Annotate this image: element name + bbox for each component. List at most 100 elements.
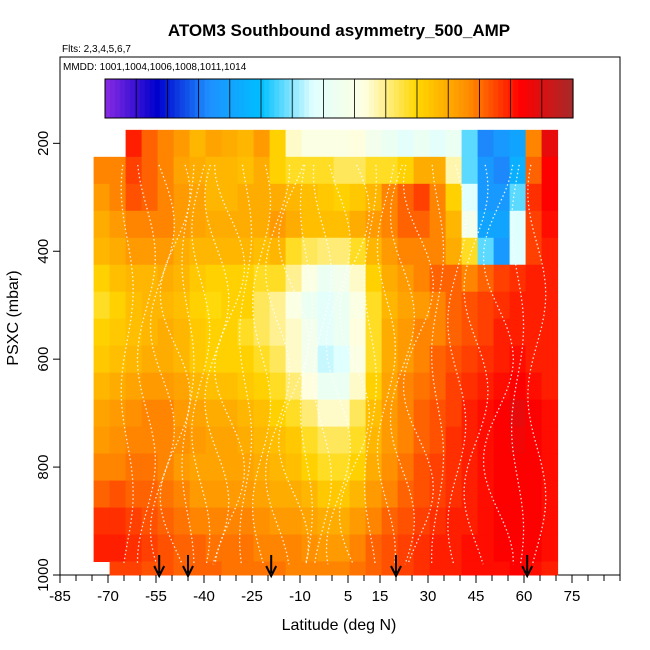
heatmap-cell [141, 129, 159, 158]
heatmap-cell [93, 426, 111, 455]
heatmap-cells [93, 129, 559, 576]
heatmap-cell [509, 345, 527, 374]
flight-profile-trace [363, 164, 378, 565]
heatmap-cell [141, 318, 159, 347]
heatmap-cell [509, 237, 527, 266]
heatmap-cell [285, 534, 303, 563]
y-tick-label: 200 [35, 131, 52, 156]
heatmap-cell [189, 210, 207, 239]
heatmap-cell [541, 210, 559, 239]
heatmap-cell [365, 399, 383, 428]
heatmap-cell [285, 561, 303, 576]
colorbar-swatch [259, 79, 265, 118]
heatmap-cell [509, 561, 527, 576]
heatmap-cell [253, 534, 271, 563]
colorbar-swatch [129, 79, 136, 118]
heatmap-cell [157, 210, 175, 239]
colorbar-swatch [105, 79, 111, 118]
heatmap-cell [541, 426, 559, 455]
heatmap-cell [317, 507, 335, 536]
colorbar-swatch [234, 79, 241, 118]
heatmap-cell [349, 453, 367, 482]
heatmap-cell [429, 291, 447, 320]
x-tick-label: -25 [241, 588, 263, 605]
heatmap-cell [221, 534, 239, 563]
heatmap-cell [141, 561, 159, 576]
heatmap-cell [525, 426, 543, 455]
heatmap-cell [109, 183, 127, 212]
colorbar-swatch [473, 79, 480, 118]
heatmap-cell [173, 291, 191, 320]
heatmap-cell [429, 129, 447, 158]
colorbar-swatch [493, 79, 499, 118]
heatmap-cell [509, 399, 527, 428]
heatmap-cell [429, 264, 447, 293]
heatmap-cell [317, 453, 335, 482]
colorbar-swatch [523, 79, 529, 118]
heatmap-cell [189, 372, 207, 401]
heatmap-cell [285, 453, 303, 482]
flight-profile-trace [213, 164, 246, 565]
heatmap-cell [525, 453, 543, 482]
heatmap-cell [317, 291, 335, 320]
heatmap-cell [541, 318, 559, 347]
colorbar-swatch [189, 79, 196, 118]
heatmap-cell [253, 183, 271, 212]
heatmap-cell [141, 399, 159, 428]
heatmap-cell [189, 534, 207, 563]
x-tick-label: -85 [49, 588, 71, 605]
colorbar-swatch [453, 79, 460, 118]
x-tick-label: -55 [145, 588, 167, 605]
heatmap-cell [477, 264, 495, 293]
colorbar-swatch [224, 79, 231, 118]
heatmap-cell [493, 480, 511, 509]
heatmap-cell [157, 399, 175, 428]
heatmap-cell [205, 237, 223, 266]
heatmap-cell [381, 507, 399, 536]
heatmap-cell [93, 264, 111, 293]
heatmap-cell [509, 264, 527, 293]
heatmap-cell [413, 264, 431, 293]
heatmap-cell [525, 372, 543, 401]
heatmap-cell [333, 345, 351, 374]
heatmap-cell [125, 534, 143, 563]
colorbar-swatch [279, 79, 285, 118]
x-tick-label: -70 [97, 588, 119, 605]
heatmap-cell [397, 534, 415, 563]
heatmap-cell [509, 210, 527, 239]
flight-profile-trace [264, 164, 291, 565]
colorbar-swatch [294, 79, 300, 118]
heatmap-cell [237, 318, 255, 347]
heatmap-cell [317, 399, 335, 428]
heatmap-cell [189, 399, 207, 428]
heatmap-cell [301, 345, 319, 374]
heatmap-cell [109, 426, 127, 455]
colorbar-swatch [284, 79, 290, 118]
colorbar-swatch [408, 79, 415, 118]
profile-marker-arrowhead [521, 565, 534, 579]
heatmap-cell [509, 426, 527, 455]
heatmap-cell [125, 264, 143, 293]
heatmap-cell [525, 318, 543, 347]
heatmap-cell [93, 534, 111, 563]
heatmap-cell [381, 210, 399, 239]
heatmap-cell [445, 561, 463, 576]
heatmap-cell [397, 183, 415, 212]
heatmap-cell [173, 318, 191, 347]
heatmap-cell [189, 237, 207, 266]
heatmap-cell [525, 291, 543, 320]
colorbar-swatch [393, 79, 400, 118]
colorbar-swatch [209, 79, 216, 118]
flight-profile-traces [120, 164, 547, 565]
heatmap-cell [541, 507, 559, 536]
colorbar-swatch [299, 79, 305, 118]
heatmap-cell [461, 264, 479, 293]
heatmap-cell [109, 345, 127, 374]
heatmap-cell [493, 129, 511, 158]
heatmap-cell [109, 507, 127, 536]
heatmap-cell [189, 345, 207, 374]
colorbar-swatch [204, 79, 211, 118]
x-tick-label: -40 [193, 588, 215, 605]
heatmap-cell [205, 372, 223, 401]
